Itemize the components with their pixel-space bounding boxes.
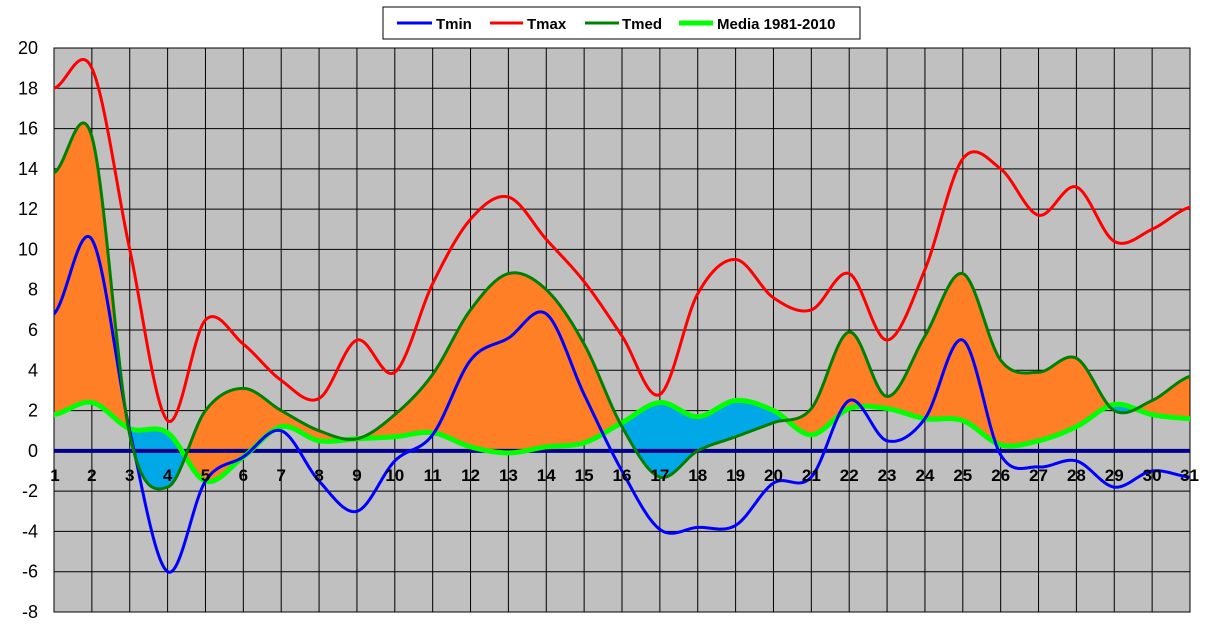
x-tick-label: 16 [613,466,632,485]
x-tick-label: 28 [1067,466,1086,485]
x-tick-label: 27 [1029,466,1048,485]
y-tick-label: 6 [28,320,38,340]
x-tick-label: 19 [726,466,745,485]
y-tick-label: 12 [18,199,38,219]
x-tick-label: 18 [688,466,707,485]
x-tick-label: 5 [201,466,210,485]
legend-entry-media: Media 1981-2010 [679,16,835,33]
y-tick-label: 16 [18,119,38,139]
y-tick-label: 2 [28,401,38,421]
legend-box [382,6,861,40]
y-tick-label: 10 [18,239,38,259]
x-tick-label: 21 [802,466,821,485]
y-axis-ticks: -8 -6 -4 -2 0 2 4 6 8 10 12 14 16 18 20 [18,38,38,622]
x-tick-label: 29 [1105,466,1124,485]
y-tick-label: 8 [28,280,38,300]
x-tick-label: 24 [915,466,934,485]
difference-fills [54,122,1190,489]
x-tick-label: 30 [1143,466,1162,485]
x-tick-label: 12 [461,466,480,485]
x-tick-label: 26 [991,466,1010,485]
x-tick-label: 7 [276,466,285,485]
x-tick-label: 23 [878,466,897,485]
x-tick-label: 4 [163,466,173,485]
x-tick-label: 9 [352,466,361,485]
legend-label-media: Media 1981-2010 [717,16,835,33]
series-line-tmax [54,57,1190,424]
x-tick-label: 25 [953,466,972,485]
y-tick-label: 18 [18,78,38,98]
legend-label-tmed: Tmed [622,16,662,33]
x-tick-label: 2 [87,466,96,485]
x-tick-label: 17 [650,466,669,485]
x-tick-label: 13 [499,466,518,485]
series-line-tmed [54,121,1190,491]
legend-entry-tmed: Tmed [585,16,662,33]
x-tick-label: 20 [764,466,783,485]
y-tick-label: -2 [22,481,38,501]
y-tick-label: 14 [18,159,38,179]
plot-border [53,47,1191,613]
y-tick-label: 4 [28,360,38,380]
legend-label-tmax: Tmax [527,16,567,33]
x-tick-label: 15 [575,466,594,485]
x-tick-label: 8 [314,466,323,485]
x-tick-label: 22 [840,466,859,485]
legend-entry-tmax: Tmax [490,16,567,33]
x-tick-label: 3 [125,466,134,485]
x-tick-label: 1 [50,466,59,485]
x-tick-label: 10 [385,466,404,485]
series-line-tmin [54,234,1190,574]
x-tick-label: 31 [1180,466,1199,485]
x-tick-label: 14 [537,466,556,485]
x-tick-label: 11 [424,466,442,485]
legend: Tmin Tmax Tmed Media 1981-2010 [382,6,861,40]
legend-label-tmin: Tmin [436,16,472,33]
y-tick-label: 0 [28,441,38,461]
series-lines [54,57,1190,574]
x-axis-ticks: 1 2 3 4 5 6 7 8 9 10 11 12 13 14 15 16 17 18 19 20 21 22 23 24 2… [50,466,1199,485]
y-tick-label: -4 [22,521,38,541]
y-tick-label: -8 [22,602,38,622]
legend-entry-tmin: Tmin [397,16,472,33]
y-tick-label: 20 [18,38,38,58]
y-tick-label: -6 [22,562,38,582]
x-tick-label: 6 [239,466,248,485]
